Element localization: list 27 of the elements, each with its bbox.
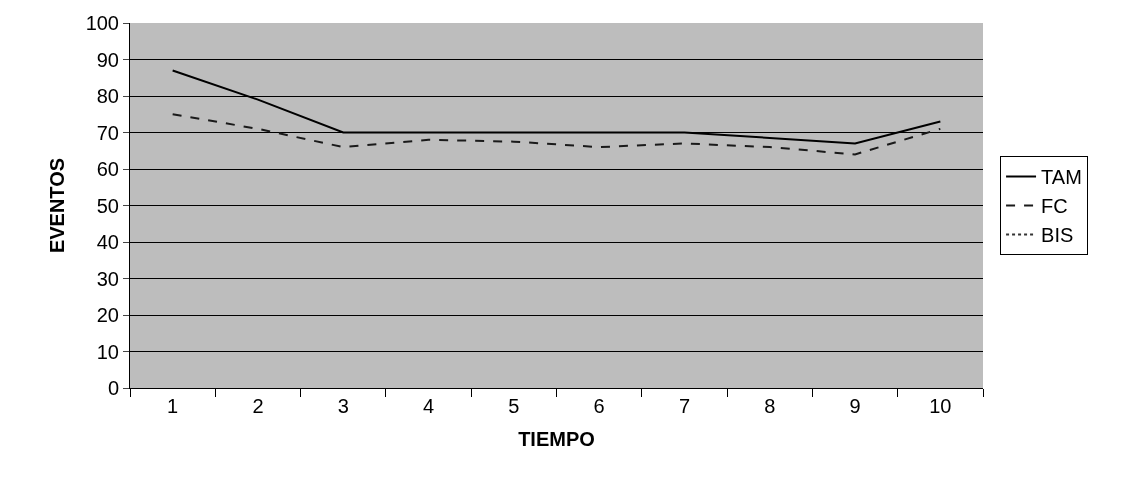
- x-tick-label: 8: [764, 395, 776, 417]
- x-tick-label: 1: [167, 395, 179, 417]
- line-series: [171, 113, 942, 156]
- y-tick-label: 10: [96, 340, 119, 363]
- y-tick-label: 100: [85, 12, 119, 34]
- x-tick-label: 10: [929, 395, 952, 417]
- y-tick-label: 50: [96, 194, 119, 217]
- x-tick-label: 2: [252, 395, 264, 417]
- x-tick-label: 9: [849, 395, 861, 417]
- y-tick-label: 40: [96, 231, 119, 253]
- y-tick-label: 30: [96, 267, 119, 290]
- y-tick-label: 20: [96, 304, 119, 326]
- y-tick-label: 70: [96, 121, 119, 144]
- y-tick-label: 90: [96, 48, 119, 71]
- y-tick-label: 60: [96, 158, 119, 180]
- x-tick-label: 3: [337, 395, 349, 417]
- y-tick-label: 80: [96, 85, 119, 107]
- legend-label: FC: [1041, 195, 1068, 218]
- x-tick-label: 4: [422, 395, 435, 417]
- x-tick-label: 6: [593, 395, 605, 417]
- x-tick-label: 7: [678, 395, 691, 417]
- y-axis-title: EVENTOS: [46, 157, 69, 254]
- x-tick-label: 5: [508, 395, 520, 417]
- legend-label: BIS: [1041, 224, 1074, 247]
- legend-label: TAM: [1041, 166, 1082, 189]
- x-axis-title: TIEMPO: [518, 427, 595, 450]
- y-tick-label: 0: [107, 377, 119, 399]
